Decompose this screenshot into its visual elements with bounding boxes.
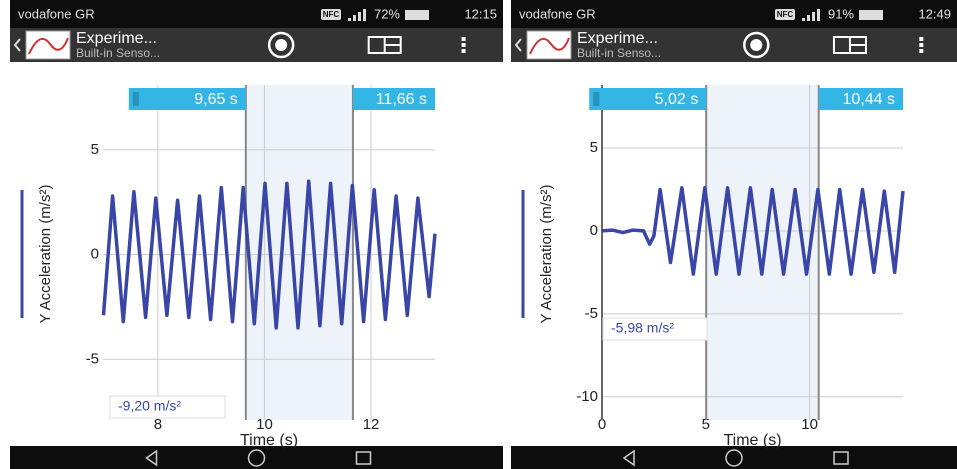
carrier: vodafone GR	[18, 6, 95, 21]
screenshot: vodafone GRNFC72%12:15Experime...Built-i…	[0, 0, 957, 469]
carrier: vodafone GR	[519, 6, 596, 21]
selection-label: 5,02 s	[655, 91, 699, 108]
menu-button[interactable]	[919, 37, 923, 53]
clock: 12:15	[464, 6, 497, 21]
phone-screen: vodafone GR NFC 91% 12:49 Experime...Built-i…	[511, 0, 957, 469]
phone-screen: vodafone GR NFC 72% 12:15 Experime...Built-i…	[10, 0, 503, 469]
selection-label: 10,44 s	[843, 91, 895, 108]
chart: 8 10 12 5 0 -5 9,65 s 11,66 s -9,20 m/s² Time (s)…	[22, 85, 435, 449]
y-tick-label: 0	[91, 246, 99, 263]
x-tick-label: 10	[801, 416, 818, 433]
battery-icon	[405, 10, 429, 20]
menu-button[interactable]	[462, 37, 466, 53]
readout: -5,98 m/s²	[611, 320, 674, 336]
x-tick-label: 10	[256, 416, 273, 433]
readout: -9,20 m/s²	[118, 398, 181, 414]
drag-handle	[133, 92, 139, 106]
y-axis-label: Y Acceleration (m/s²)	[37, 185, 54, 324]
app-subtitle: Built-in Senso...	[76, 46, 160, 60]
clock: 12:49	[918, 6, 951, 21]
y-tick-label: 0	[590, 222, 598, 239]
app-title: Experime...	[577, 30, 658, 47]
app-subtitle: Built-in Senso...	[577, 46, 661, 60]
x-axis-label: Time (s)	[723, 432, 781, 449]
page: vodafone GRNFC72%12:15Experime...Built-i…	[0, 0, 957, 469]
battery: 72%	[374, 6, 400, 21]
selection-label: 11,66 s	[376, 91, 427, 108]
nfc: NFC	[777, 10, 794, 19]
drag-handle	[593, 92, 599, 106]
battery: 91%	[828, 6, 854, 21]
x-tick-label: 12	[363, 416, 380, 433]
selection-label: 9,65 s	[194, 91, 238, 108]
y-tick-label: -5	[585, 305, 598, 322]
y-tick-label: 5	[91, 141, 99, 158]
y-tick-label: -5	[86, 350, 99, 367]
record-dot	[750, 39, 762, 51]
record-dot	[275, 39, 287, 51]
x-tick-label: 8	[154, 416, 162, 433]
y-tick-label: -10	[576, 388, 598, 405]
y-axis-label: Y Acceleration (m/s²)	[538, 185, 555, 324]
battery-icon	[859, 10, 883, 20]
x-axis-label: Time (s)	[240, 432, 298, 449]
y-tick-label: 5	[590, 139, 598, 156]
nfc: NFC	[323, 10, 340, 19]
app-title: Experime...	[76, 30, 157, 47]
